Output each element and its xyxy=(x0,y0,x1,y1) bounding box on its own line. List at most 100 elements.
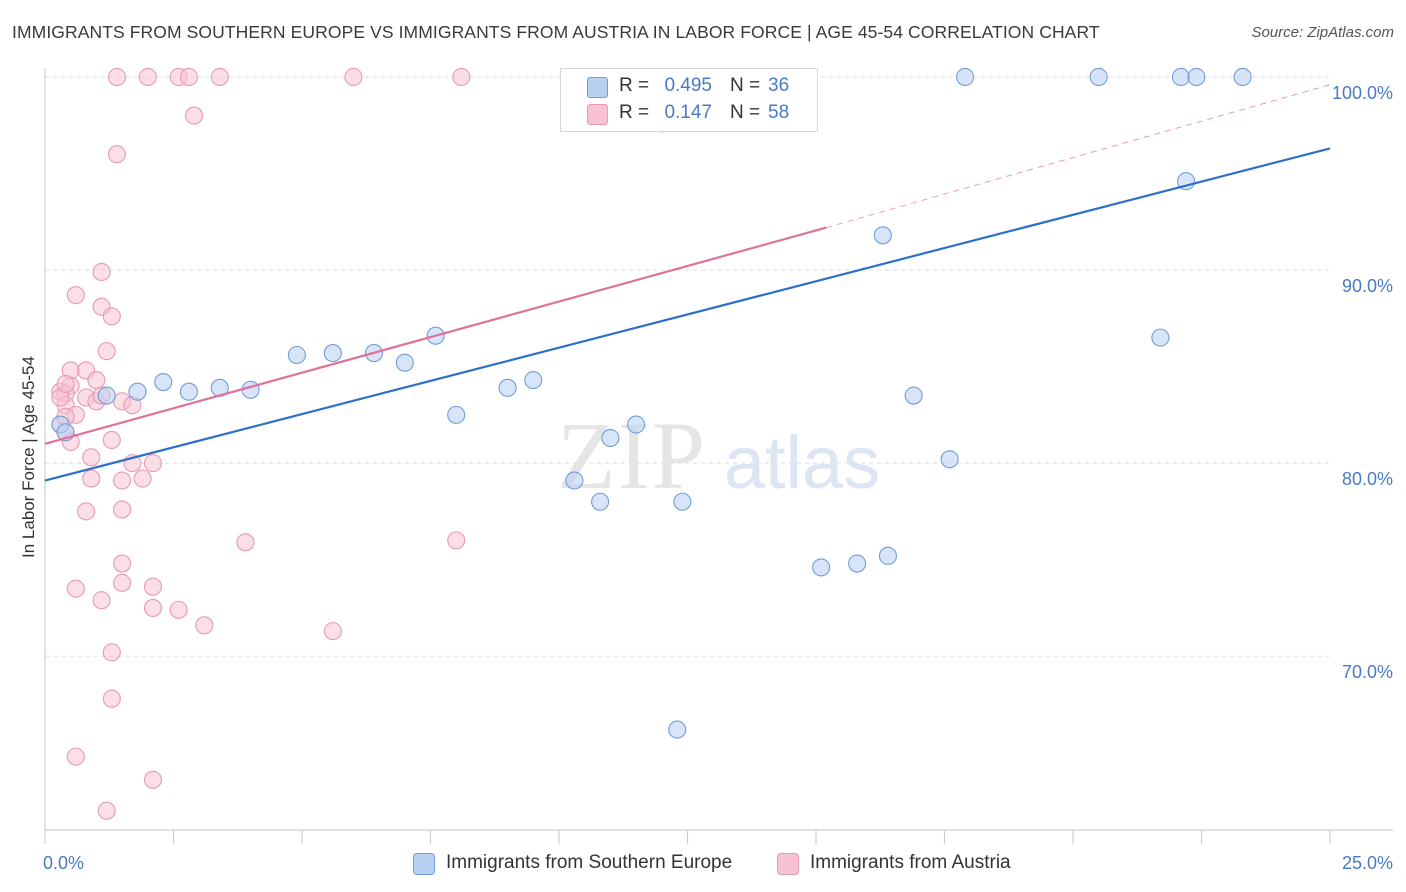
bottom-legend-label-blue: Immigrants from Southern Europe xyxy=(446,852,733,873)
data-point-austria xyxy=(143,577,162,596)
y-axis-label: In Labor Force | Age 45-54 xyxy=(19,356,38,558)
data-point-southern-europe xyxy=(1151,328,1170,347)
data-point-southern-europe xyxy=(447,405,466,424)
data-point-austria xyxy=(56,374,75,394)
data-point-southern-europe xyxy=(673,492,692,511)
data-point-southern-europe xyxy=(591,492,610,511)
x-tick-label: 0.0% xyxy=(43,853,84,873)
trend-line-southern-europe xyxy=(44,147,1331,482)
data-point-southern-europe xyxy=(498,378,517,397)
source-credit: Source: ZipAtlas.com xyxy=(1251,24,1394,41)
stats-legend: R = 0.495 N = 36 R = 0.147 N = 58 xyxy=(560,68,818,132)
southern-europe-points xyxy=(51,67,1252,739)
data-point-austria xyxy=(323,622,342,641)
legend-r-label: R = xyxy=(619,75,650,96)
legend-swatch-pink xyxy=(587,104,608,125)
data-point-austria xyxy=(113,500,132,519)
data-point-southern-europe xyxy=(128,382,147,401)
data-point-austria xyxy=(210,67,229,87)
data-point-southern-europe xyxy=(565,471,584,490)
data-point-austria xyxy=(102,689,121,708)
data-point-austria xyxy=(107,67,127,87)
watermark-atlas: atlas xyxy=(724,421,880,504)
data-point-austria xyxy=(344,67,363,87)
data-point-austria xyxy=(133,469,152,488)
data-point-southern-europe xyxy=(878,546,898,565)
data-point-austria xyxy=(82,469,101,488)
data-point-southern-europe xyxy=(287,345,306,365)
data-point-austria xyxy=(185,106,204,125)
bottom-legend-swatch-pink xyxy=(777,853,799,875)
data-point-southern-europe xyxy=(601,428,620,448)
data-point-austria xyxy=(107,145,127,164)
data-point-austria xyxy=(102,430,121,450)
data-point-austria xyxy=(77,502,96,521)
axes xyxy=(44,68,1393,844)
trend-line-austria-extension xyxy=(826,84,1331,229)
data-point-austria xyxy=(447,531,466,550)
data-point-southern-europe xyxy=(1187,67,1206,87)
watermark: ZIP atlas xyxy=(557,402,880,509)
legend-n-value: 58 xyxy=(768,102,790,123)
x-tick-label: 25.0% xyxy=(1342,853,1393,873)
data-point-austria xyxy=(66,579,85,598)
data-point-southern-europe xyxy=(668,720,687,739)
legend-n-label: N = xyxy=(730,102,761,123)
data-point-southern-europe xyxy=(812,558,831,577)
data-point-austria xyxy=(92,262,111,282)
data-point-austria xyxy=(113,554,132,573)
data-point-southern-europe xyxy=(154,372,173,392)
data-point-austria xyxy=(82,448,101,467)
legend-swatch-blue xyxy=(587,77,608,98)
data-point-austria xyxy=(102,307,121,326)
data-point-southern-europe xyxy=(524,371,543,390)
data-point-austria xyxy=(179,67,198,87)
data-point-austria xyxy=(452,67,471,87)
data-point-austria xyxy=(138,67,157,87)
y-tick-label: 80.0% xyxy=(1342,469,1393,489)
bottom-legend-label-pink: Immigrants from Austria xyxy=(810,852,1011,873)
data-point-austria xyxy=(66,286,85,305)
data-point-southern-europe xyxy=(395,353,414,372)
tick-labels: 70.0% 80.0% 90.0% 100.0% 0.0% 25.0% xyxy=(43,83,1393,873)
data-point-austria xyxy=(143,598,162,618)
legend-n-label: N = xyxy=(730,75,761,96)
data-point-austria xyxy=(87,371,106,390)
trend-line-austria xyxy=(44,226,827,445)
y-tick-label: 100.0% xyxy=(1332,83,1393,103)
legend-r-label: R = xyxy=(619,102,650,123)
legend-n-value: 36 xyxy=(768,75,790,96)
data-point-southern-europe xyxy=(956,67,975,87)
data-point-southern-europe xyxy=(1171,67,1190,87)
data-point-austria xyxy=(195,616,214,635)
austria-points xyxy=(51,67,471,820)
data-point-austria xyxy=(169,600,188,619)
data-point-southern-europe xyxy=(241,380,260,399)
data-point-southern-europe xyxy=(904,386,923,405)
data-point-austria xyxy=(236,533,255,552)
legend-r-value: 0.495 xyxy=(664,75,712,96)
data-point-austria xyxy=(113,471,132,490)
trend-lines xyxy=(44,84,1331,482)
data-point-austria xyxy=(97,801,116,820)
data-point-austria xyxy=(113,573,132,592)
data-point-southern-europe xyxy=(323,344,342,363)
chart-title: IMMIGRANTS FROM SOUTHERN EUROPE VS IMMIG… xyxy=(12,22,1100,42)
grid-lines xyxy=(45,76,1330,657)
data-point-austria xyxy=(92,591,111,610)
data-point-southern-europe xyxy=(873,226,892,245)
data-point-southern-europe xyxy=(179,382,198,401)
data-point-austria xyxy=(143,454,162,473)
legend-r-value: 0.147 xyxy=(664,102,712,123)
data-point-southern-europe xyxy=(97,386,116,405)
data-point-austria xyxy=(102,643,121,662)
data-point-southern-europe xyxy=(848,554,867,573)
data-point-austria xyxy=(66,747,85,766)
data-point-austria xyxy=(97,342,116,361)
y-tick-label: 70.0% xyxy=(1342,662,1393,682)
bottom-legend-swatch-blue xyxy=(413,853,435,875)
data-point-southern-europe xyxy=(1233,67,1252,87)
data-point-southern-europe xyxy=(1089,67,1108,87)
data-point-southern-europe xyxy=(940,450,959,469)
